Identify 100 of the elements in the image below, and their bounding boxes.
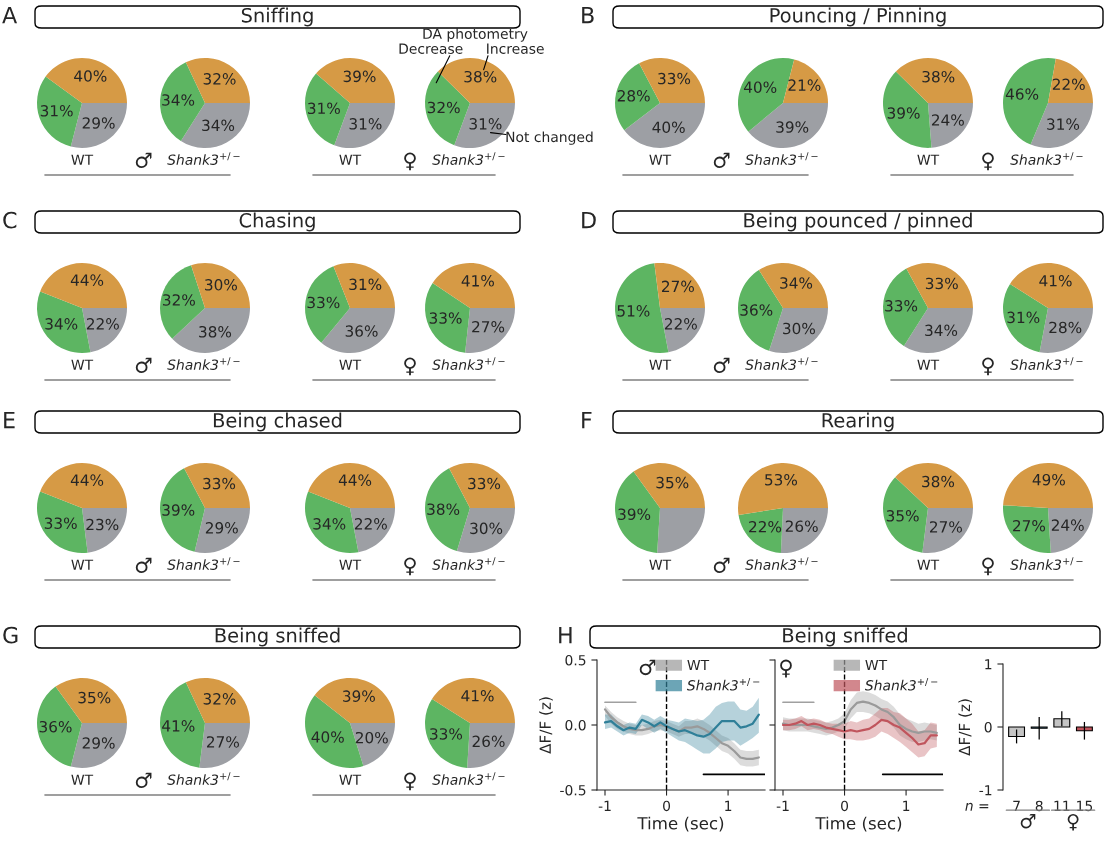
data-label: 22% xyxy=(86,318,119,330)
text: H xyxy=(559,626,572,644)
text: A xyxy=(2,6,18,24)
data-label: 36% xyxy=(39,720,72,733)
x-tick-label: 1 xyxy=(903,800,910,811)
data-label: 38% xyxy=(199,325,232,338)
text: WT xyxy=(649,154,672,165)
slice-label: Not changed xyxy=(506,131,593,145)
data-label: 28% xyxy=(617,90,650,102)
text: ♀ xyxy=(982,357,994,376)
pie-slice xyxy=(37,491,88,553)
text: Shank3$^{+/−}$ xyxy=(167,152,240,165)
pie-slice xyxy=(657,508,705,553)
pie-slice xyxy=(45,58,127,103)
legend-label: WT xyxy=(865,659,888,671)
pie-slice xyxy=(633,463,705,508)
text: WT xyxy=(339,359,362,370)
data-label: 24% xyxy=(931,114,964,126)
data-label: 44% xyxy=(70,274,104,286)
text: n = xyxy=(965,802,989,811)
data-label: 27% xyxy=(930,521,962,533)
data-label: 39% xyxy=(887,107,920,119)
text: Shank3$^{+/−}$ xyxy=(167,772,240,785)
text: WT xyxy=(71,359,94,370)
text: WT xyxy=(339,154,362,165)
pie-slice xyxy=(467,723,515,768)
slice-label: Increase xyxy=(487,43,544,54)
text: Shank3$^{+/−}$ xyxy=(745,152,818,165)
text: ♀ xyxy=(1067,813,1079,831)
data-label: 34% xyxy=(925,324,958,337)
data-label: 23% xyxy=(86,518,119,531)
data-label: 22% xyxy=(749,520,782,533)
pie-slice xyxy=(738,463,828,515)
text: ♀ xyxy=(404,557,416,576)
pie-slice xyxy=(314,678,395,723)
data-label: 30% xyxy=(205,279,238,291)
pie-slice xyxy=(660,308,705,353)
data-label: 29% xyxy=(82,737,115,749)
data-label: 31% xyxy=(1007,311,1040,324)
pie-slice xyxy=(160,682,205,768)
text: ♂ xyxy=(135,152,152,169)
data-label: 33% xyxy=(468,477,501,490)
x-axis-title: Time (sec) xyxy=(637,816,724,832)
data-label: 39% xyxy=(162,504,195,516)
data-label: 33% xyxy=(429,312,462,324)
text: E xyxy=(4,411,15,429)
data-label: 38% xyxy=(427,503,460,515)
pie-slice xyxy=(432,678,515,723)
text: Shank3$^{+/−}$ xyxy=(1010,152,1083,165)
data-label: 27% xyxy=(1013,519,1046,532)
pie-slice xyxy=(1048,58,1093,103)
legend-label: Shank3$^{+/−}$ xyxy=(686,677,760,691)
text: D xyxy=(582,211,596,229)
annotation: ♂ xyxy=(639,659,656,676)
pie-slice xyxy=(308,463,395,508)
pie-slice xyxy=(437,58,515,103)
text: Shank3$^{+/−}$ xyxy=(1010,357,1083,370)
data-label: 29% xyxy=(82,117,115,129)
text: ♂ xyxy=(713,152,730,169)
text: Shank3$^{+/−}$ xyxy=(1010,557,1083,570)
data-label: 34% xyxy=(162,94,195,106)
pie-slice xyxy=(1030,103,1093,148)
text: WT xyxy=(339,559,362,570)
data-label: 41% xyxy=(162,720,195,732)
x-tick-label: 15 xyxy=(1077,800,1093,812)
data-label: 38% xyxy=(922,70,955,83)
pie-slice xyxy=(316,58,395,103)
data-label: 41% xyxy=(1039,274,1072,287)
pie-slice xyxy=(82,508,127,553)
pie-slice xyxy=(1010,263,1093,308)
data-label: 33% xyxy=(430,728,463,740)
data-label: 20% xyxy=(355,731,388,744)
line-series xyxy=(603,708,760,760)
pie-slice xyxy=(321,308,395,353)
text: Shank3$^{+/−}$ xyxy=(167,557,240,570)
text: WT xyxy=(649,559,672,570)
y-tick-label: 0 xyxy=(984,721,992,733)
text: C xyxy=(3,211,17,229)
data-label: 32% xyxy=(427,101,460,114)
data-label: 31% xyxy=(349,118,382,130)
legend-label: Shank3$^{+/−}$ xyxy=(864,677,938,691)
data-label: 31% xyxy=(40,105,73,117)
data-label: 33% xyxy=(925,277,958,290)
data-label: 31% xyxy=(469,118,502,130)
text: WT xyxy=(917,359,940,370)
x-tick-label: 1 xyxy=(725,800,732,811)
data-label: 33% xyxy=(203,477,236,490)
x-tick-label: 8 xyxy=(1035,800,1043,812)
text: WT xyxy=(339,774,362,785)
data-label: 34% xyxy=(780,277,813,289)
pie-slice xyxy=(654,263,705,308)
text: F xyxy=(582,411,592,429)
data-label: 29% xyxy=(205,522,238,534)
data-label: 30% xyxy=(783,322,816,335)
data-label: 40% xyxy=(652,121,685,134)
data-label: 33% xyxy=(885,300,918,312)
text: Shank3$^{+/−}$ xyxy=(432,772,505,785)
pie-slice xyxy=(40,463,127,508)
text: Being sniffed xyxy=(215,627,340,647)
data-label: 32% xyxy=(203,73,236,85)
